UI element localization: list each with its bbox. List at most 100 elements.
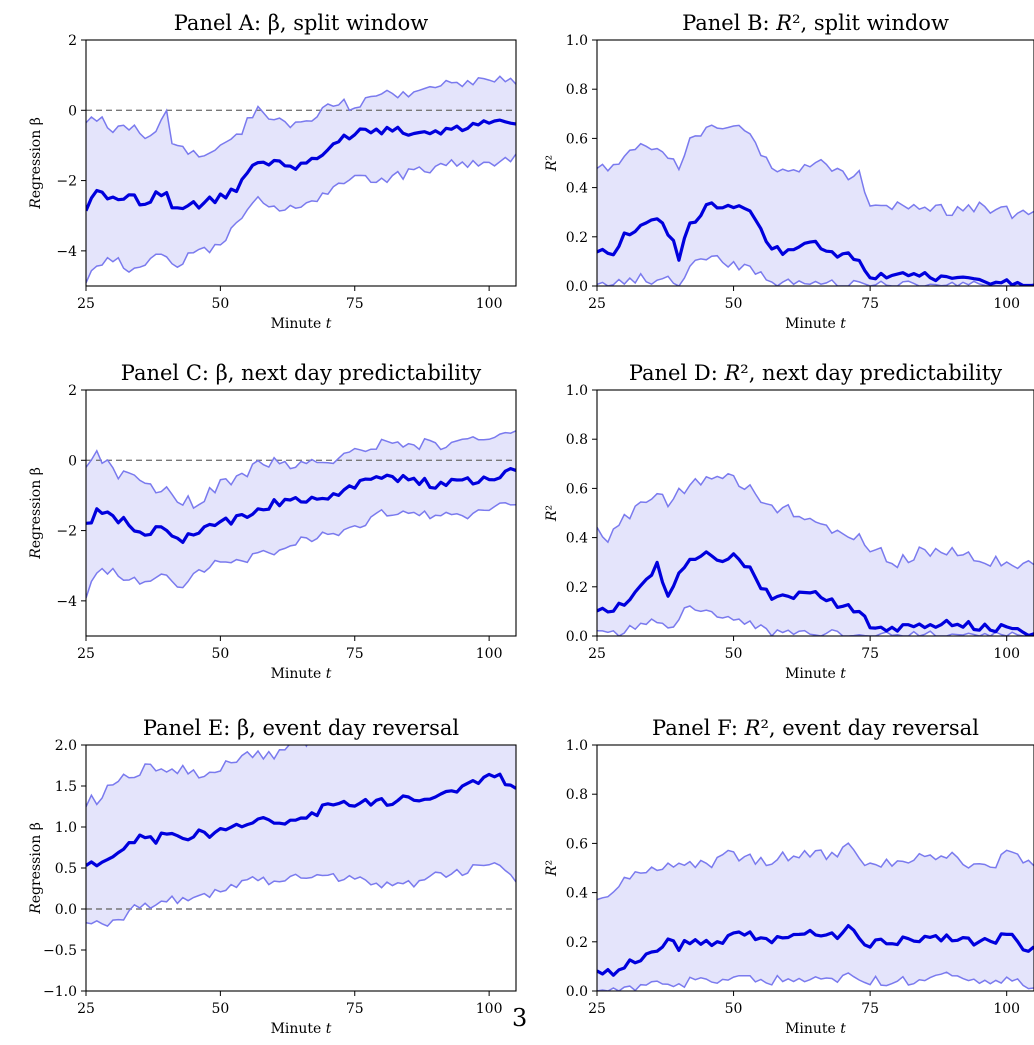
y-axis-label: Regression β bbox=[28, 467, 44, 560]
panel-b: 25 50 75 100 0.0 0.2 0.4 0.6 0.8 1.0 Panel B: R², … bbox=[544, 11, 1034, 332]
confidence-band bbox=[597, 473, 1034, 636]
x-axis-label: Minute t bbox=[271, 1021, 332, 1037]
y-axis-label: R² bbox=[544, 155, 560, 172]
axes-frame bbox=[85, 39, 517, 287]
x-tick-label: 100 bbox=[476, 646, 503, 662]
panel-f: 25 50 75 100 0.0 0.2 0.4 0.6 0.8 1.0 Panel F: R², … bbox=[544, 716, 1034, 1037]
y-axis-label: Regression β bbox=[28, 117, 44, 210]
y-tick-label: 1.0 bbox=[566, 383, 588, 399]
y-tick-label: 0.5 bbox=[55, 861, 77, 877]
x-tick-label: 25 bbox=[77, 1001, 95, 1017]
mean-estimate-line bbox=[86, 118, 516, 212]
x-axis-label: Minute t bbox=[271, 316, 332, 332]
y-tick-label: 0.8 bbox=[566, 82, 588, 98]
y-tick-label: 0.8 bbox=[566, 432, 588, 448]
y-tick-label: 0.2 bbox=[566, 580, 588, 596]
x-tick-label: 75 bbox=[346, 296, 364, 312]
y-tick-label: 0.4 bbox=[566, 886, 588, 902]
page-number: 3 bbox=[512, 1004, 528, 1032]
confidence-band bbox=[86, 430, 516, 599]
y-tick-label: 0.8 bbox=[566, 787, 588, 803]
y-tick-label: 0.2 bbox=[566, 230, 588, 246]
x-axis-label: Minute t bbox=[785, 666, 846, 682]
y-tick-label: 0.6 bbox=[566, 131, 588, 147]
x-tick-label: 50 bbox=[725, 296, 743, 312]
y-tick-label: 0.0 bbox=[55, 902, 77, 918]
x-tick-label: 100 bbox=[476, 296, 503, 312]
upper-band-line bbox=[597, 842, 1034, 901]
x-axis-label: Minute t bbox=[271, 666, 332, 682]
confidence-band bbox=[86, 745, 516, 927]
upper-band-line bbox=[86, 745, 308, 808]
x-tick-label: 50 bbox=[211, 646, 229, 662]
panel-title: Panel D: R², next day predictability bbox=[629, 361, 1002, 385]
y-tick-label: 0 bbox=[68, 103, 77, 119]
y-tick-label: 1.0 bbox=[55, 820, 77, 836]
lower-band-line bbox=[597, 254, 1034, 286]
panel-title: Panel C: β, next day predictability bbox=[121, 361, 482, 385]
y-tick-label: 0.0 bbox=[566, 279, 588, 295]
axes-frame bbox=[596, 389, 1034, 637]
panel-a: 25 50 75 100 −4 −2 0 2 Panel A: β, split window M… bbox=[28, 11, 517, 332]
upper-band-line bbox=[86, 75, 516, 158]
x-tick-label: 50 bbox=[725, 1001, 743, 1017]
panel-title: Panel A: β, split window bbox=[174, 11, 429, 35]
lower-band-line bbox=[86, 861, 516, 927]
y-tick-label: −4 bbox=[56, 244, 77, 260]
y-tick-label: 0.2 bbox=[566, 935, 588, 951]
y-axis-label: Regression β bbox=[28, 822, 44, 915]
x-tick-label: 100 bbox=[993, 1001, 1020, 1017]
mean-estimate-line bbox=[86, 467, 516, 544]
y-tick-label: 1.5 bbox=[55, 779, 77, 795]
y-tick-label: 0.4 bbox=[566, 531, 588, 547]
axes-frame bbox=[596, 744, 1034, 992]
y-tick-label: 2 bbox=[68, 33, 77, 49]
y-tick-label: −2 bbox=[56, 174, 77, 190]
x-tick-label: 75 bbox=[346, 646, 364, 662]
mean-estimate-line bbox=[86, 772, 516, 868]
x-tick-label: 75 bbox=[346, 1001, 364, 1017]
panel-c: 25 50 75 100 −4 −2 0 2 Panel C: β, next day pred… bbox=[28, 361, 517, 682]
upper-band-line bbox=[86, 430, 516, 510]
x-tick-label: 75 bbox=[861, 1001, 879, 1017]
panel-title: Panel F: R², event day reversal bbox=[652, 716, 979, 740]
y-tick-label: 0 bbox=[68, 453, 77, 469]
x-tick-label: 25 bbox=[588, 646, 606, 662]
y-axis-label: R² bbox=[544, 860, 560, 877]
x-tick-label: 50 bbox=[725, 646, 743, 662]
panel-d: 25 50 75 100 0.0 0.2 0.4 0.6 0.8 1.0 Panel D: R², … bbox=[544, 361, 1034, 682]
plot-area bbox=[86, 430, 516, 599]
y-tick-label: 2 bbox=[68, 383, 77, 399]
panel-title: Panel B: R², split window bbox=[682, 11, 949, 35]
y-tick-label: 1.0 bbox=[566, 738, 588, 754]
mean-estimate-line bbox=[597, 550, 1034, 636]
mean-estimate-line bbox=[597, 201, 1034, 286]
x-tick-label: 100 bbox=[993, 646, 1020, 662]
mean-estimate-line bbox=[597, 924, 1034, 977]
x-tick-label: 50 bbox=[211, 296, 229, 312]
y-tick-label: 0.6 bbox=[566, 481, 588, 497]
plot-area bbox=[86, 745, 516, 927]
y-axis-label: R² bbox=[544, 505, 560, 522]
x-tick-label: 75 bbox=[861, 646, 879, 662]
panel-title: Panel E: β, event day reversal bbox=[143, 716, 460, 740]
lower-band-line bbox=[597, 605, 1034, 636]
x-tick-label: 25 bbox=[77, 646, 95, 662]
x-tick-label: 100 bbox=[476, 1001, 503, 1017]
confidence-band bbox=[597, 843, 1034, 991]
x-tick-label: 25 bbox=[588, 1001, 606, 1017]
y-tick-label: 1.0 bbox=[566, 33, 588, 49]
y-tick-label: −4 bbox=[56, 594, 77, 610]
plot-area bbox=[597, 472, 1034, 636]
x-tick-label: 25 bbox=[77, 296, 95, 312]
x-tick-label: 50 bbox=[211, 1001, 229, 1017]
y-tick-label: −0.5 bbox=[43, 943, 77, 959]
panel-e: 25 50 75 100 −1.0 −0.5 0.0 0.5 1.0 1.5 2.0 Panel E:… bbox=[28, 716, 517, 1037]
lower-band-line bbox=[86, 502, 516, 599]
plot-area bbox=[597, 124, 1034, 286]
y-tick-label: 0.4 bbox=[566, 181, 588, 197]
confidence-band bbox=[86, 76, 516, 283]
axes-frame bbox=[85, 389, 517, 637]
x-tick-label: 100 bbox=[993, 296, 1020, 312]
